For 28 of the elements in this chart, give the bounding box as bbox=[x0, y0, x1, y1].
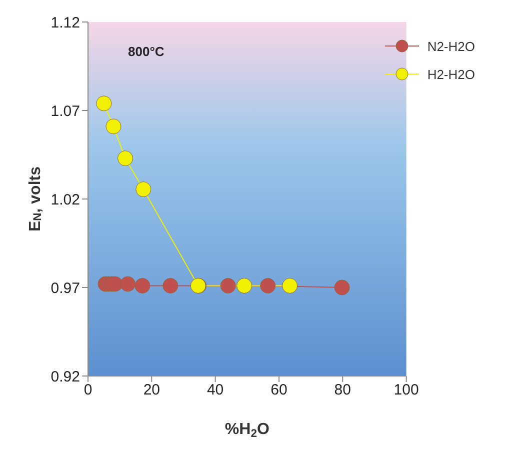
point bbox=[107, 276, 123, 292]
point bbox=[117, 150, 133, 166]
point bbox=[120, 276, 136, 292]
point bbox=[220, 278, 236, 294]
x-tick-label: 100 bbox=[394, 382, 419, 399]
x-tick-label: 80 bbox=[334, 382, 351, 399]
point bbox=[96, 96, 112, 112]
legend-label: N2-H2O bbox=[427, 38, 475, 54]
point bbox=[106, 118, 122, 134]
y-tick-label: 1.02 bbox=[50, 191, 80, 208]
point bbox=[162, 278, 178, 294]
point bbox=[260, 278, 276, 294]
point bbox=[282, 278, 298, 294]
x-tick-label: 20 bbox=[143, 382, 160, 399]
x-axis-title: %H$_{2}$O bbox=[224, 421, 270, 440]
y-tick-label: 1.12 bbox=[50, 14, 80, 32]
x-tick-label: 40 bbox=[206, 382, 224, 399]
y-tick-label: 0.97 bbox=[50, 280, 80, 297]
annotation: 800°C bbox=[128, 44, 164, 59]
point bbox=[134, 278, 150, 294]
legend-label: H2-H2O bbox=[427, 66, 475, 82]
y-tick-label: 0.92 bbox=[50, 368, 80, 386]
x-tick-label: 60 bbox=[270, 382, 288, 399]
y-tick-label: 1.07 bbox=[50, 102, 80, 120]
point bbox=[236, 278, 252, 294]
point bbox=[136, 182, 152, 198]
x-tick-label: 0 bbox=[84, 382, 92, 399]
point bbox=[334, 280, 350, 296]
